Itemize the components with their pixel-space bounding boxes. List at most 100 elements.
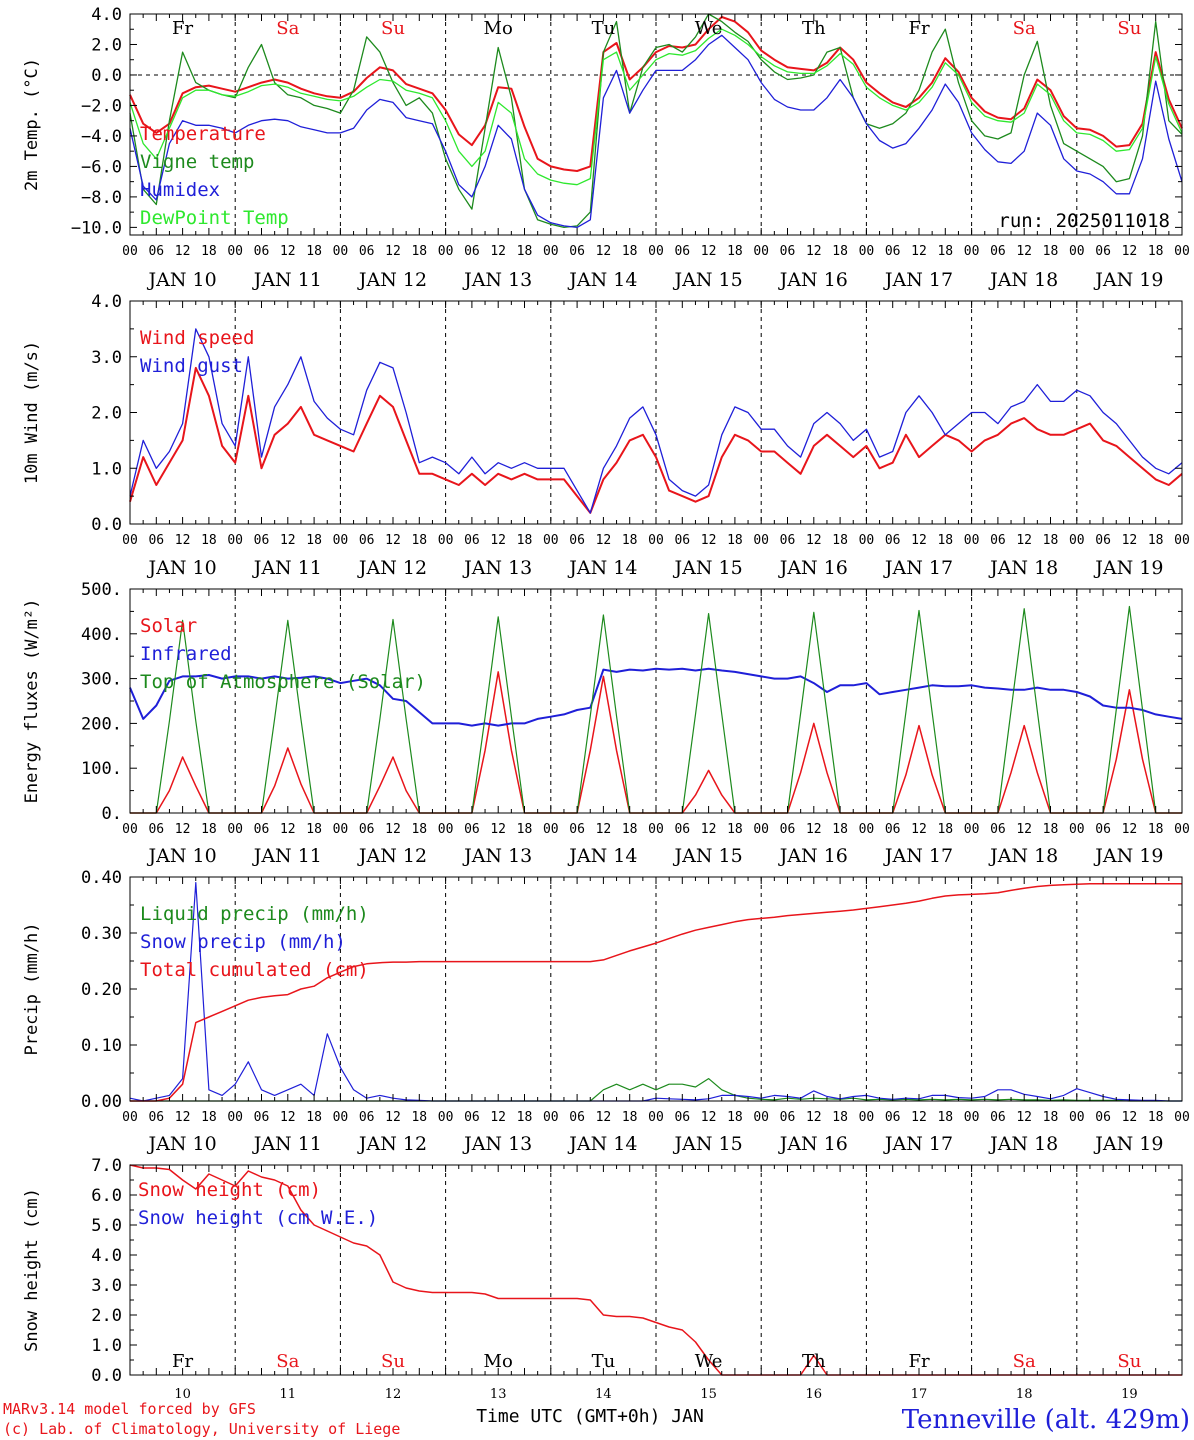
y-axis-label: Snow height (cm) xyxy=(22,1188,42,1352)
hour-tick-label: 06 xyxy=(990,1110,1006,1125)
series-line-1-1 xyxy=(129,16,1183,172)
hour-tick-label: 12 xyxy=(596,533,612,548)
y-axis-label: 2m Temp. (°C) xyxy=(22,58,42,191)
day-number: 11 xyxy=(280,1387,297,1402)
hour-tick-label: 00 xyxy=(543,1110,559,1125)
hour-tick-label: 18 xyxy=(411,244,427,259)
date-label: JAN 14 xyxy=(567,269,637,291)
hour-tick-label: 12 xyxy=(911,1110,927,1125)
y-tick-label: 3.0 xyxy=(91,1276,122,1296)
hour-tick-label: 12 xyxy=(911,822,927,837)
date-label: JAN 19 xyxy=(1093,1133,1163,1155)
y-tick-label: 5.0 xyxy=(91,1216,122,1236)
hour-tick-label: 06 xyxy=(148,533,164,548)
x-axis-label: Time UTC (GMT+0h) JAN xyxy=(476,1406,704,1427)
hour-tick-label: 12 xyxy=(911,533,927,548)
hour-tick-label: 00 xyxy=(753,533,769,548)
hour-tick-label: 00 xyxy=(1174,533,1190,548)
y-tick-label: 0.0 xyxy=(91,1366,122,1386)
hour-tick-label: 00 xyxy=(648,1110,664,1125)
hour-tick-label: 18 xyxy=(727,244,743,259)
hour-tick-label: 00 xyxy=(1069,1110,1085,1125)
panel-3: 500. 400. 300. 200. 100. 0. Energy fluxes (W/m… xyxy=(22,580,1190,867)
hour-tick-label: 18 xyxy=(622,1110,638,1125)
hour-tick-label: 00 xyxy=(1069,533,1085,548)
hour-tick-label: 18 xyxy=(622,244,638,259)
legend-entry: Humidex xyxy=(140,179,220,201)
y-tick-label: 0.40 xyxy=(81,868,122,888)
run-annotation: run: 2025011018 xyxy=(998,210,1170,232)
hour-tick-label: 06 xyxy=(674,822,690,837)
panel-5: 7.0 6.0 5.0 4.0 3.0 2.0 1.0 0.0 Snow height (cm)… xyxy=(22,1156,1183,1386)
hour-tick-label: 12 xyxy=(385,533,401,548)
y-tick-label: −4.0 xyxy=(81,127,122,147)
hour-tick-label: 00 xyxy=(543,533,559,548)
weekday-label: Th xyxy=(802,18,826,39)
y-tick-label: 0.20 xyxy=(81,980,122,1000)
series-line-1-4 xyxy=(129,28,1183,186)
hour-tick-label: 00 xyxy=(227,1110,243,1125)
hour-tick-label: 06 xyxy=(464,822,480,837)
hour-tick-label: 06 xyxy=(990,244,1006,259)
hour-tick-label: 06 xyxy=(464,533,480,548)
hour-tick-label: 06 xyxy=(780,1110,796,1125)
weekday-label: Tu xyxy=(592,18,616,39)
hour-tick-label: 12 xyxy=(1122,533,1138,548)
hour-tick-label: 12 xyxy=(1016,244,1032,259)
hour-tick-label: 18 xyxy=(937,244,953,259)
hour-tick-label: 18 xyxy=(1043,533,1059,548)
hour-tick-label: 00 xyxy=(753,822,769,837)
date-label: JAN 14 xyxy=(567,557,637,579)
y-tick-label: 4.0 xyxy=(91,5,122,25)
hour-tick-label: 12 xyxy=(175,822,191,837)
y-tick-label: 100. xyxy=(81,759,122,779)
hour-tick-label: 00 xyxy=(1174,244,1190,259)
y-tick-label: 2.0 xyxy=(91,404,122,424)
hour-tick-label: 18 xyxy=(306,244,322,259)
hour-tick-label: 06 xyxy=(1095,533,1111,548)
hour-tick-label: 12 xyxy=(701,533,717,548)
y-tick-label: 7.0 xyxy=(91,1156,122,1176)
hour-tick-label: 12 xyxy=(490,244,506,259)
legend-entry: DewPoint Temp xyxy=(140,207,289,229)
hour-tick-label: 06 xyxy=(780,533,796,548)
hour-tick-label: 06 xyxy=(885,1110,901,1125)
date-label: JAN 17 xyxy=(883,557,953,579)
hour-tick-label: 00 xyxy=(543,822,559,837)
hour-tick-label: 00 xyxy=(227,533,243,548)
hour-tick-label: 18 xyxy=(1043,1110,1059,1125)
date-label: JAN 11 xyxy=(252,269,322,291)
hour-tick-label: 06 xyxy=(569,822,585,837)
credit-line-1: MARv3.14 model forced by GFS xyxy=(3,1400,256,1418)
weekday-label: Su xyxy=(1117,1351,1141,1372)
y-tick-label: 1.0 xyxy=(91,459,122,479)
hour-tick-label: 12 xyxy=(385,822,401,837)
hour-tick-label: 12 xyxy=(175,533,191,548)
date-label: JAN 17 xyxy=(883,845,953,867)
legend-entry: Snow precip (mm/h) xyxy=(140,931,346,953)
hour-tick-label: 18 xyxy=(937,1110,953,1125)
hour-tick-label: 18 xyxy=(1148,533,1164,548)
hour-tick-label: 12 xyxy=(385,1110,401,1125)
y-tick-label: 0.0 xyxy=(91,515,122,535)
weekday-label: Su xyxy=(381,18,405,39)
hour-tick-label: 12 xyxy=(806,533,822,548)
y-tick-label: 500. xyxy=(81,580,122,600)
legend-entry: Temperature xyxy=(140,123,266,145)
panel-2: 4.0 3.0 2.0 1.0 0.0 10m Wind (m/s) 00 06 12 18 JAN… xyxy=(22,292,1190,579)
y-axis-label: 10m Wind (m/s) xyxy=(22,341,42,484)
date-label: JAN 15 xyxy=(673,557,743,579)
date-label: JAN 19 xyxy=(1093,845,1163,867)
hour-tick-label: 00 xyxy=(964,822,980,837)
hour-tick-label: 06 xyxy=(885,244,901,259)
hour-tick-label: 12 xyxy=(490,1110,506,1125)
date-label: JAN 18 xyxy=(988,845,1058,867)
panel-4: 0.40 0.30 0.20 0.10 0.00 Precip (mm/h) 00 06 12 1… xyxy=(22,868,1190,1155)
hour-tick-label: 18 xyxy=(727,533,743,548)
hour-tick-label: 18 xyxy=(1148,244,1164,259)
date-label: JAN 12 xyxy=(357,1133,427,1155)
hour-tick-label: 06 xyxy=(254,822,270,837)
hour-tick-label: 06 xyxy=(885,822,901,837)
hour-tick-label: 12 xyxy=(596,244,612,259)
hour-tick-label: 18 xyxy=(1043,244,1059,259)
